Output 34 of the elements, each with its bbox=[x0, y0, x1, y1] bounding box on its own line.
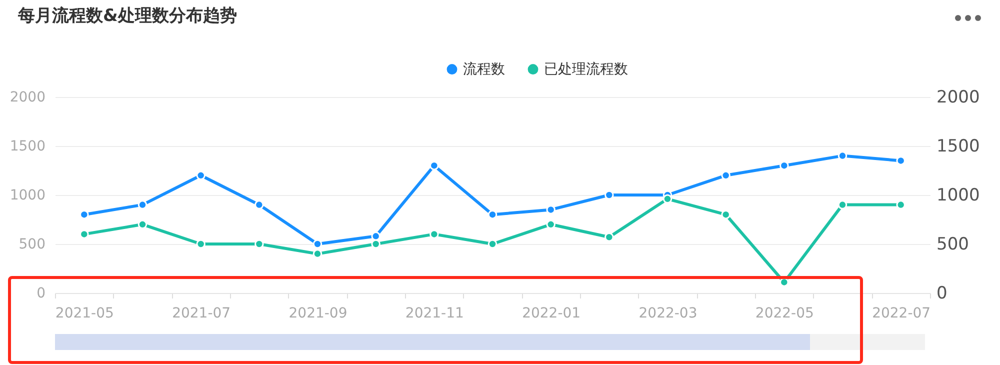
y2-tick-label: 0 bbox=[936, 284, 948, 304]
y-tick-label: 1000 bbox=[10, 188, 46, 204]
y2-tick-label: 500 bbox=[936, 234, 969, 254]
point bbox=[312, 239, 322, 249]
point bbox=[838, 200, 848, 210]
x-tick-label: 2022-05 bbox=[755, 306, 814, 322]
y2-tick-label: 2000 bbox=[936, 88, 980, 108]
point bbox=[488, 239, 498, 249]
x-tick-label: 2021-09 bbox=[288, 306, 348, 322]
x-tick-label: 2021-05 bbox=[55, 306, 114, 322]
x-tick-label: 2022-07 bbox=[872, 306, 931, 322]
x-tick-label: 2022-03 bbox=[638, 306, 698, 322]
y-tick-label: 0 bbox=[36, 286, 46, 302]
point bbox=[196, 170, 206, 180]
point bbox=[312, 249, 322, 258]
point bbox=[371, 239, 380, 249]
point bbox=[138, 200, 148, 210]
y-tick-label: 500 bbox=[18, 236, 46, 252]
point bbox=[196, 239, 206, 249]
y-tick-label: 1500 bbox=[10, 138, 46, 154]
y2-tick-label: 1500 bbox=[936, 136, 980, 156]
point bbox=[838, 151, 848, 160]
point bbox=[662, 194, 672, 204]
x-tick-label: 2021-11 bbox=[405, 306, 464, 322]
chart-title: 每月流程数&处理数分布趋势 bbox=[18, 5, 237, 27]
y2-tick-label: 1000 bbox=[936, 186, 980, 206]
x-tick-label: 2022-01 bbox=[522, 306, 581, 322]
point bbox=[604, 190, 614, 200]
x-tick-label: 2021-07 bbox=[172, 306, 231, 322]
y-tick-label: 2000 bbox=[10, 90, 46, 106]
legend-label: 流程数 bbox=[463, 61, 505, 78]
point bbox=[254, 239, 264, 249]
legend-label: 已处理流程数 bbox=[544, 61, 628, 78]
point bbox=[488, 210, 498, 220]
